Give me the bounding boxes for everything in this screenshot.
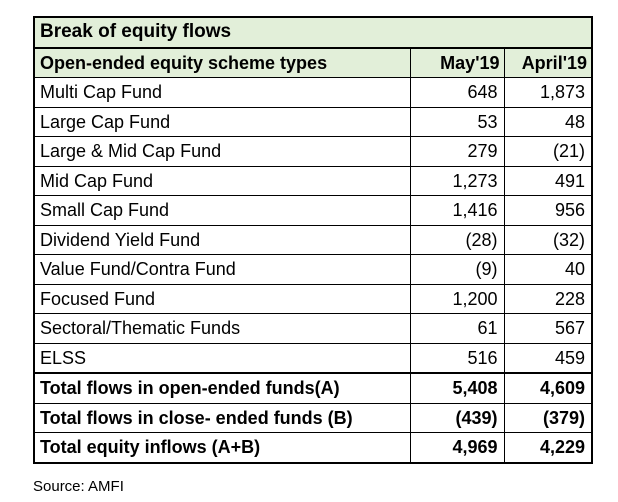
- may-19-value-cell: 279: [409, 136, 505, 167]
- header-april-19: April'19: [503, 47, 593, 78]
- may-19-value-cell: 1,200: [409, 283, 505, 314]
- may-19-value-cell: 648: [409, 77, 505, 108]
- scheme-name-cell: Large & Mid Cap Fund: [33, 136, 411, 167]
- table-row: Focused Fund 1,200 228: [33, 283, 593, 314]
- april-19-value-cell: 228: [503, 283, 593, 314]
- april-19-value-cell: (21): [503, 136, 593, 167]
- scheme-name-cell: Large Cap Fund: [33, 106, 411, 137]
- scheme-name-cell: Value Fund/Contra Fund: [33, 254, 411, 285]
- table-row: Small Cap Fund 1,416 956: [33, 195, 593, 226]
- equity-flows-table: Break of equity flows Open-ended equity …: [33, 16, 593, 464]
- april-19-value-cell: 4,229: [503, 432, 593, 463]
- april-19-value-cell: (32): [503, 224, 593, 255]
- may-19-value-cell: 53: [409, 106, 505, 137]
- table-row: Multi Cap Fund 648 1,873: [33, 77, 593, 108]
- scheme-name-cell: Mid Cap Fund: [33, 165, 411, 196]
- may-19-value-cell: 5,408: [409, 372, 505, 404]
- april-19-value-cell: (379): [503, 402, 593, 433]
- scheme-name-cell: Sectoral/Thematic Funds: [33, 313, 411, 344]
- table-row: Value Fund/Contra Fund (9) 40: [33, 254, 593, 285]
- scheme-name-cell: Total flows in close- ended funds (B): [33, 402, 411, 433]
- scheme-name-cell: Total flows in open-ended funds(A): [33, 372, 411, 404]
- may-19-value-cell: (439): [409, 402, 505, 433]
- header-may-19: May'19: [409, 47, 505, 78]
- may-19-value-cell: (9): [409, 254, 505, 285]
- scheme-name-cell: ELSS: [33, 342, 411, 374]
- table-row: Sectoral/Thematic Funds 61 567: [33, 313, 593, 344]
- table-row: Large & Mid Cap Fund 279 (21): [33, 136, 593, 167]
- scheme-name-cell: Dividend Yield Fund: [33, 224, 411, 255]
- total-row: Total flows in open-ended funds(A) 5,408 4…: [33, 372, 593, 404]
- april-19-value-cell: 48: [503, 106, 593, 137]
- scheme-name-cell: Total equity inflows (A+B): [33, 432, 411, 463]
- scheme-name-cell: Multi Cap Fund: [33, 77, 411, 108]
- may-19-value-cell: 4,969: [409, 432, 505, 463]
- equity-flows-table-container: Break of equity flows Open-ended equity …: [33, 16, 593, 464]
- may-19-value-cell: 1,416: [409, 195, 505, 226]
- table-row: ELSS 516 459: [33, 342, 593, 374]
- may-19-value-cell: 61: [409, 313, 505, 344]
- table-header-row: Open-ended equity scheme types May'19 Ap…: [33, 47, 593, 78]
- total-row: Total flows in close- ended funds (B) (43…: [33, 402, 593, 433]
- table-title-row: Break of equity flows: [33, 16, 593, 49]
- april-19-value-cell: 40: [503, 254, 593, 285]
- table-row: Large Cap Fund 53 48: [33, 106, 593, 137]
- table-title: Break of equity flows: [33, 16, 593, 49]
- scheme-name-cell: Small Cap Fund: [33, 195, 411, 226]
- table-row: Mid Cap Fund 1,273 491: [33, 165, 593, 196]
- april-19-value-cell: 459: [503, 342, 593, 374]
- total-row: Total equity inflows (A+B) 4,969 4,229: [33, 432, 593, 463]
- header-scheme-type: Open-ended equity scheme types: [33, 47, 411, 78]
- april-19-value-cell: 1,873: [503, 77, 593, 108]
- may-19-value-cell: 1,273: [409, 165, 505, 196]
- may-19-value-cell: (28): [409, 224, 505, 255]
- scheme-name-cell: Focused Fund: [33, 283, 411, 314]
- april-19-value-cell: 491: [503, 165, 593, 196]
- table-row: Dividend Yield Fund (28) (32): [33, 224, 593, 255]
- april-19-value-cell: 956: [503, 195, 593, 226]
- source-note: Source: AMFI: [33, 478, 124, 495]
- april-19-value-cell: 4,609: [503, 372, 593, 404]
- may-19-value-cell: 516: [409, 342, 505, 374]
- april-19-value-cell: 567: [503, 313, 593, 344]
